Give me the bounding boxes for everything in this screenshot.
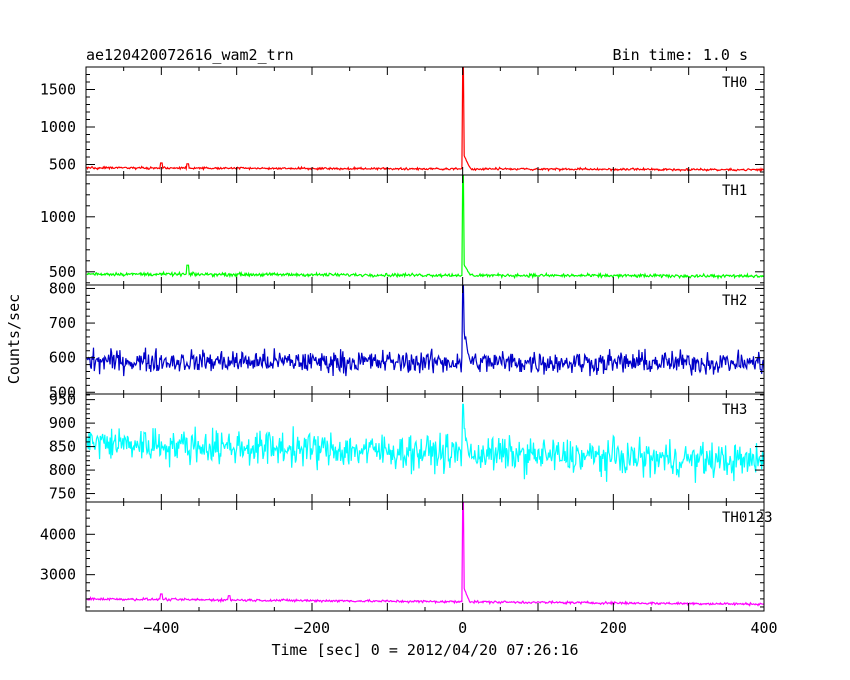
x-tick-label: 200 [600,619,627,637]
y-tick-label-th1: 500 [49,263,76,281]
panel-frame-th1 [85,174,765,286]
panel-frame-th2 [85,284,765,395]
y-tick-label-th2: 500 [49,383,76,401]
y-tick-label-th0: 500 [49,156,76,174]
series-th0 [86,67,764,173]
x-axis-label: Time [sec] 0 = 2012/04/20 07:26:16 [271,641,578,659]
x-tick-label: −400 [143,619,179,637]
y-axis-label: Counts/sec [5,294,23,384]
y-tick-label-th3: 900 [49,414,76,432]
series-th1 [86,175,764,280]
x-tick-label: 0 [458,619,467,637]
y-tick-label-th0: 1500 [40,81,76,99]
bin-time-label: Bin time: 1.0 s [612,46,748,64]
y-tick-label-th3: 850 [49,438,76,456]
y-tick-label-th3: 800 [49,461,76,479]
series-th3 [86,403,764,483]
y-tick-label-th2: 600 [49,349,76,367]
panel-label-th3: TH3 [722,402,747,418]
series-th2 [86,285,764,377]
y-tick-label-th2: 700 [49,314,76,332]
y-tick-label-th1: 1000 [40,208,76,226]
panel-label-th0: TH0 [722,75,747,91]
y-tick-label-th2: 800 [49,279,76,297]
panel-label-th2: TH2 [722,293,747,309]
y-tick-label-th0123: 3000 [40,566,76,584]
panel-frame-th0123 [85,501,765,612]
panel-label-th0123: TH0123 [722,510,773,526]
series-th0123 [86,502,764,607]
x-tick-label: 400 [750,619,777,637]
panel-label-th1: TH1 [722,183,747,199]
x-tick-label: −200 [294,619,330,637]
chart-title: ae120420072616_wam2_trn [86,46,294,64]
y-tick-label-th0123: 4000 [40,525,76,543]
y-tick-label-th0: 1000 [40,118,76,136]
panel-frame-th0 [85,66,765,176]
y-tick-label-th3: 750 [49,485,76,503]
y-tick-label-th3: 950 [49,391,76,409]
